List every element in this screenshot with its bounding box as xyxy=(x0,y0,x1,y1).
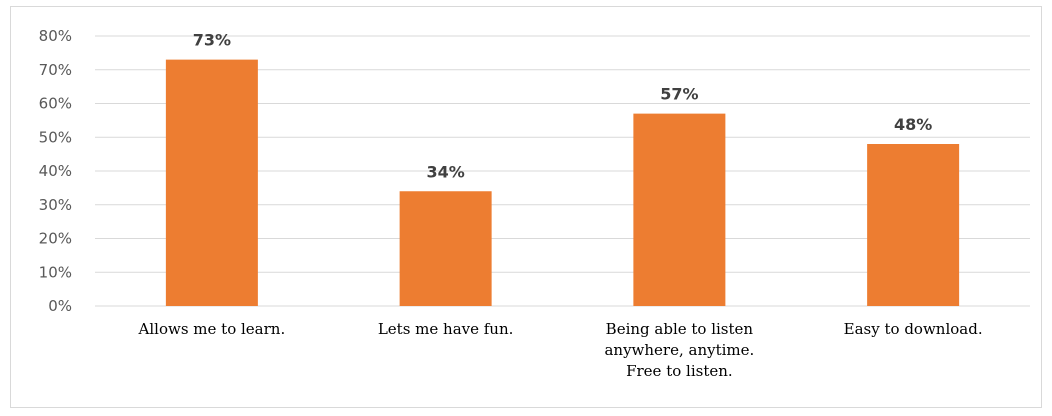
data-labels: 73% 34% 57% 48% xyxy=(193,31,933,182)
y-tick-label: 60% xyxy=(39,95,72,113)
bar xyxy=(399,191,492,306)
y-tick-label: 30% xyxy=(39,196,72,214)
y-tick-label: 40% xyxy=(39,162,72,180)
bar xyxy=(165,59,258,306)
category-label: Allows me to learn. xyxy=(138,320,286,338)
category-label: Lets me have fun. xyxy=(378,320,514,338)
category-label-line: Lets me have fun. xyxy=(378,320,514,338)
category-label: Easy to download. xyxy=(844,320,983,338)
y-tick-label: 50% xyxy=(39,128,72,146)
data-label: 57% xyxy=(660,85,698,104)
category-label-line: Free to listen. xyxy=(626,362,733,380)
bar xyxy=(867,144,960,306)
category-labels: Allows me to learn. Lets me have fun. Bein… xyxy=(138,320,983,380)
y-tick-label: 70% xyxy=(39,61,72,79)
y-tick-label: 10% xyxy=(39,263,72,281)
category-label: Being able to listen anywhere, anytime. Fr… xyxy=(604,320,754,380)
category-label-line: Allows me to learn. xyxy=(138,320,286,338)
category-label-line: anywhere, anytime. xyxy=(604,341,754,359)
category-label-line: Easy to download. xyxy=(844,320,983,338)
y-axis-ticks: 0% 10% 20% 30% 40% 50% 60% 70% 80% xyxy=(39,27,72,315)
data-label: 73% xyxy=(193,31,231,50)
bar xyxy=(633,113,726,306)
data-label: 34% xyxy=(426,162,464,181)
bars xyxy=(165,59,960,306)
category-label-line: Being able to listen xyxy=(606,320,754,338)
y-tick-label: 20% xyxy=(39,230,72,248)
y-tick-label: 0% xyxy=(48,297,72,315)
y-tick-label: 80% xyxy=(39,27,72,45)
data-label: 48% xyxy=(894,115,932,134)
